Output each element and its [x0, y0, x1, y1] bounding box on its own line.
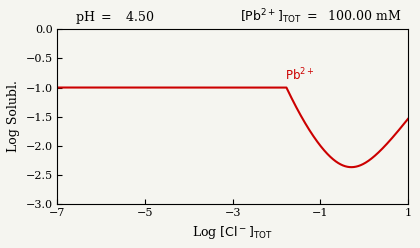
X-axis label: Log $[\mathrm{Cl^-}]_\mathrm{TOT}$: Log $[\mathrm{Cl^-}]_\mathrm{TOT}$ [192, 224, 273, 241]
Text: $\mathrm{Pb^{2+}}$: $\mathrm{Pb^{2+}}$ [285, 67, 315, 84]
Text: $[\mathrm{Pb^{2+}}]_\mathrm{TOT}\ =\ \ $100.00 mM: $[\mathrm{Pb^{2+}}]_\mathrm{TOT}\ =\ \ $… [240, 7, 401, 26]
Y-axis label: Log Solubl.: Log Solubl. [7, 81, 20, 153]
Text: pH $=$   4.50: pH $=$ 4.50 [75, 9, 154, 26]
